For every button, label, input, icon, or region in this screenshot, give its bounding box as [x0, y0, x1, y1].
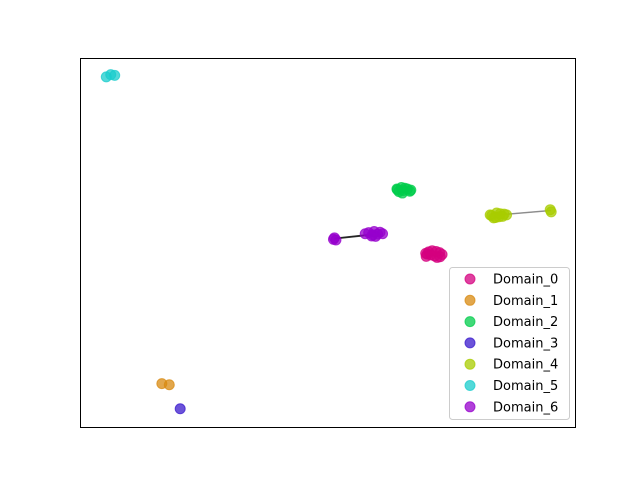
legend-label: Domain_4 — [493, 358, 558, 373]
data-point — [391, 183, 403, 195]
series-domain-0 — [420, 245, 448, 263]
legend-label: Domain_6 — [493, 400, 558, 415]
data-point — [545, 206, 557, 218]
legend-marker — [464, 337, 476, 349]
series-domain-1 — [156, 378, 175, 391]
legend-label: Domain_2 — [493, 315, 558, 330]
plot-frame — [80, 58, 576, 428]
legend-label: Domain_3 — [493, 336, 558, 351]
legend-entry: Domain_5 — [464, 379, 558, 394]
series-domain-4 — [484, 204, 557, 224]
legend-entry: Domain_6 — [464, 400, 558, 415]
legend-marker — [464, 316, 476, 328]
legend-items: Domain_0 Domain_1 Domain_2 Domain_3 Domain_4… — [464, 273, 558, 415]
legend-label: Domain_5 — [493, 379, 558, 394]
data-point — [163, 379, 175, 391]
legend: Domain_0 Domain_1 Domain_2 Domain_3 Domain_4… — [449, 267, 570, 420]
legend-marker — [464, 273, 476, 285]
data-point — [420, 247, 432, 259]
legend-entry: Domain_0 — [464, 273, 558, 288]
legend-label: Domain_0 — [493, 273, 558, 288]
legend-entry: Domain_2 — [464, 315, 558, 330]
legend-box — [449, 267, 570, 420]
points-layer — [100, 69, 557, 415]
data-point — [501, 209, 513, 221]
legend-label: Domain_1 — [493, 294, 558, 309]
series-domain-6 — [327, 226, 389, 246]
legend-entry: Domain_4 — [464, 358, 558, 373]
legend-entry: Domain_3 — [464, 336, 558, 351]
data-point — [405, 184, 417, 196]
series-domain-2 — [391, 182, 417, 199]
legend-marker — [464, 401, 476, 413]
series-domain-3 — [174, 403, 186, 415]
legend-marker — [464, 380, 476, 391]
data-point — [368, 226, 380, 238]
data-point — [434, 251, 446, 263]
legend-marker — [464, 294, 476, 306]
legend-marker — [464, 358, 476, 370]
data-point — [109, 69, 121, 81]
data-point — [174, 403, 186, 415]
data-point — [490, 211, 502, 223]
series-domain-5 — [100, 69, 121, 83]
data-point — [327, 233, 339, 245]
legend-entry: Domain_1 — [464, 294, 558, 309]
